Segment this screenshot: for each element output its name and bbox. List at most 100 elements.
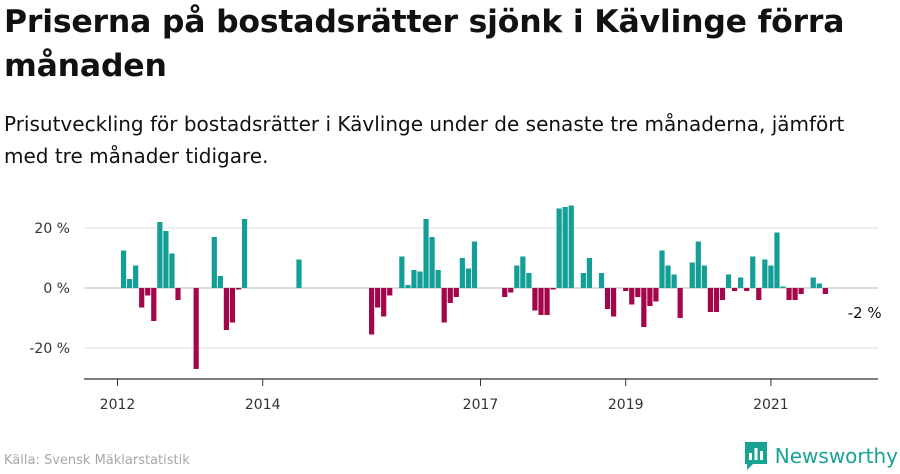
bar	[822, 288, 828, 294]
bar	[586, 258, 592, 288]
bar	[750, 256, 756, 288]
bar	[719, 288, 726, 300]
source-note: Källa: Svensk Mäklarstatistik	[4, 453, 190, 468]
y-tick-label: 0 %	[43, 281, 70, 297]
bar	[653, 288, 659, 302]
bar	[441, 288, 447, 323]
bar	[387, 288, 393, 296]
bar	[744, 288, 750, 291]
bar	[550, 288, 556, 290]
bar	[417, 271, 423, 288]
bar	[502, 288, 508, 297]
bar	[641, 288, 647, 327]
bar	[139, 288, 145, 308]
bar	[774, 232, 780, 288]
bar	[732, 288, 738, 291]
y-tick-label: -20 %	[29, 341, 70, 357]
axis-labels: 20 % 0 % -20 % 2012 2014 2017 2019 2021 -2 %	[29, 221, 881, 413]
bar	[193, 288, 199, 369]
bar	[544, 288, 550, 315]
last-value-annotation: -2 %	[848, 304, 882, 322]
x-tick-label: 2014	[245, 397, 281, 413]
bar	[175, 288, 181, 300]
newsworthy-logo-icon	[744, 442, 767, 470]
bar	[780, 286, 786, 288]
bar-series	[120, 205, 828, 369]
bar	[659, 250, 665, 288]
bar	[580, 273, 586, 288]
x-tick-label: 2019	[608, 397, 644, 413]
bar	[647, 288, 653, 306]
bar	[816, 283, 822, 288]
bar	[169, 253, 175, 288]
y-tick-label: 20 %	[34, 221, 70, 237]
bar	[713, 288, 720, 312]
bar	[738, 277, 744, 288]
bar	[756, 288, 762, 300]
bar	[520, 256, 526, 288]
bar	[465, 268, 471, 288]
bar	[604, 288, 611, 309]
axes	[84, 378, 878, 386]
bar	[768, 265, 774, 288]
bar	[786, 288, 792, 300]
brand-name: Newsworthy	[774, 444, 898, 468]
bar	[562, 207, 568, 288]
bar	[217, 276, 223, 288]
bar	[629, 288, 635, 305]
bar	[701, 265, 707, 288]
bar	[471, 241, 478, 288]
bar	[798, 288, 804, 294]
bar	[235, 288, 242, 290]
bar	[677, 288, 683, 318]
bar	[598, 273, 605, 288]
bar	[671, 274, 677, 288]
bar	[381, 288, 387, 317]
bar	[229, 288, 236, 323]
bar	[508, 288, 514, 293]
bar	[526, 273, 532, 288]
bar	[792, 288, 798, 300]
bar	[411, 270, 417, 288]
bar	[459, 258, 465, 288]
bar	[405, 285, 411, 288]
bar	[211, 237, 217, 288]
bar	[725, 274, 732, 288]
bar	[429, 237, 435, 288]
bar	[435, 270, 441, 288]
bar	[695, 241, 701, 288]
bar	[296, 259, 302, 288]
bar	[762, 259, 768, 288]
bar	[375, 288, 381, 308]
bar	[623, 288, 629, 291]
bar	[611, 288, 617, 317]
chart-title: Priserna på bostadsrätter sjönk i Kävlin…	[4, 4, 845, 84]
bar	[689, 262, 695, 288]
x-tick-label: 2012	[100, 397, 136, 413]
bar	[399, 256, 405, 288]
bar	[532, 288, 538, 311]
bar	[810, 277, 816, 288]
bar	[157, 222, 163, 288]
bar	[556, 208, 562, 288]
bar	[514, 265, 520, 288]
bar	[241, 219, 248, 288]
bar	[665, 265, 671, 288]
x-tick-label: 2017	[463, 397, 499, 413]
bar	[635, 288, 641, 297]
bar	[568, 205, 574, 288]
bar	[453, 288, 459, 297]
bar	[369, 288, 375, 335]
bar	[538, 288, 544, 315]
bar	[447, 288, 453, 303]
bar	[707, 288, 713, 312]
newsworthy-logo: Newsworthy	[743, 440, 898, 472]
bar	[423, 219, 429, 288]
x-tick-label: 2021	[753, 397, 789, 413]
bar	[163, 231, 169, 288]
bar	[145, 288, 151, 296]
bar	[127, 279, 133, 288]
bar	[120, 250, 127, 288]
bar	[223, 288, 229, 330]
